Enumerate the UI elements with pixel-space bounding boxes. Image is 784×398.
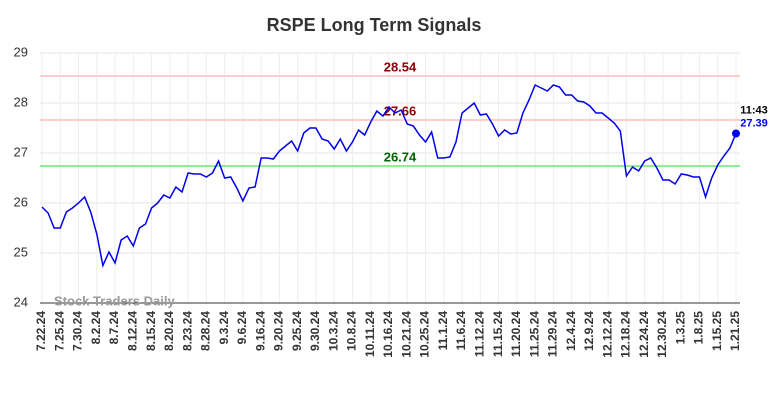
y-tick-label: 27 — [14, 144, 28, 159]
signal-label: 28.54 — [384, 59, 417, 74]
x-tick-label: 9.20.24 — [272, 311, 286, 351]
x-tick-label: 11.20.24 — [509, 311, 523, 357]
x-tick-label: 9.25.24 — [290, 311, 304, 351]
x-tick-label: 7.22.24 — [34, 311, 48, 351]
last-value: 27.39 — [740, 117, 768, 129]
x-tick-label: 9.16.24 — [253, 311, 267, 351]
x-tick-label: 12.30.24 — [655, 311, 669, 358]
x-tick-label: 8.20.24 — [162, 311, 176, 351]
x-tick-label: 1.15.25 — [710, 311, 724, 351]
chart-title: RSPE Long Term Signals — [267, 15, 482, 35]
x-tick-label: 11.29.24 — [546, 311, 560, 357]
x-tick-label: 11.12.24 — [472, 311, 486, 357]
x-tick-label: 7.30.24 — [71, 311, 85, 351]
x-tick-label: 1.8.25 — [692, 311, 706, 345]
x-tick-label: 8.7.24 — [107, 311, 121, 345]
x-tick-label: 1.21.25 — [728, 311, 742, 351]
x-tick-label: 8.28.24 — [199, 311, 213, 351]
x-tick-label: 11.15.24 — [491, 311, 505, 357]
y-tick-label: 29 — [14, 44, 28, 59]
x-tick-label: 12.24.24 — [637, 311, 651, 358]
y-tick-label: 24 — [14, 294, 28, 309]
watermark: Stock Traders Daily — [54, 293, 175, 308]
signal-label: 26.74 — [384, 149, 417, 164]
x-tick-label: 10.8.24 — [345, 311, 359, 351]
x-tick-label: 12.12.24 — [600, 311, 614, 358]
y-tick-label: 28 — [14, 94, 28, 109]
x-tick-label: 12.18.24 — [619, 311, 633, 358]
x-tick-label: 8.12.24 — [125, 311, 139, 351]
x-tick-label: 11.1.24 — [436, 311, 450, 351]
x-tick-label: 10.25.24 — [418, 311, 432, 358]
last-time: 11:43 — [740, 104, 768, 116]
x-tick-label: 8.15.24 — [144, 311, 158, 351]
y-tick-label: 25 — [14, 244, 28, 259]
x-tick-label: 11.6.24 — [454, 311, 468, 351]
x-tick-label: 7.25.24 — [52, 311, 66, 351]
x-tick-label: 9.3.24 — [217, 311, 231, 345]
x-tick-label: 12.4.24 — [564, 311, 578, 351]
x-tick-label: 8.23.24 — [180, 311, 194, 351]
x-tick-label: 10.16.24 — [381, 311, 395, 358]
price-line — [41, 83, 737, 268]
x-tick-label: 12.9.24 — [582, 311, 596, 351]
x-tick-label: 10.21.24 — [399, 311, 413, 358]
x-tick-label: 9.6.24 — [235, 311, 249, 345]
y-tick-label: 26 — [14, 194, 28, 209]
x-tick-label: 11.25.24 — [527, 311, 541, 357]
x-tick-label: 9.30.24 — [308, 311, 322, 351]
x-tick-label: 10.3.24 — [326, 311, 340, 351]
x-tick-label: 8.2.24 — [89, 311, 103, 345]
last-point — [732, 129, 740, 138]
x-tick-label: 10.11.24 — [363, 311, 377, 357]
x-tick-label: 1.3.25 — [673, 311, 687, 345]
